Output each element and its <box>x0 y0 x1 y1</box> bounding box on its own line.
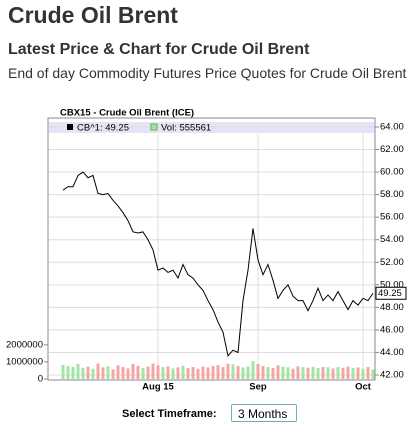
y-tick-label: 48.00 <box>380 302 404 313</box>
y-tick-label: 58.00 <box>380 189 404 200</box>
volume-bar <box>301 367 305 379</box>
volume-bar <box>266 367 270 379</box>
volume-bar <box>91 368 95 379</box>
volume-bar <box>151 363 155 379</box>
volume-bar <box>181 365 185 379</box>
volume-bar <box>296 366 300 379</box>
y-tick-label: 50.00 <box>380 279 404 290</box>
y-tick-label: 42.00 <box>380 370 404 381</box>
volume-bar <box>81 367 85 379</box>
x-tick-label: Aug 15 <box>142 382 174 393</box>
volume-bar <box>346 366 350 379</box>
volume-bar <box>226 363 230 379</box>
volume-bar <box>156 365 160 379</box>
volume-bar <box>106 366 110 379</box>
x-tick-label: Sep <box>249 382 267 393</box>
volume-bar <box>61 364 65 379</box>
volume-bar <box>336 367 340 379</box>
price-line <box>62 171 374 357</box>
volume-bar <box>281 366 285 379</box>
volume-bar <box>116 365 120 379</box>
volume-bar <box>166 366 170 379</box>
volume-bar <box>271 368 275 379</box>
page-subtitle: Latest Price & Chart for Crude Oil Brent <box>8 41 310 58</box>
volume-bar <box>216 364 220 379</box>
volume-bar <box>251 361 255 379</box>
volume-bar <box>361 368 365 379</box>
legend-label: Vol: 555561 <box>161 123 211 134</box>
y-tick-label: 56.00 <box>380 212 404 223</box>
chart-title: CBX15 - Crude Oil Brent (ICE) <box>60 108 194 119</box>
volume-bar <box>206 367 210 379</box>
volume-bar <box>76 363 80 379</box>
page-description: End of day Commodity Futures Price Quote… <box>8 65 407 81</box>
x-tick-label: Oct <box>355 382 372 393</box>
volume-bar <box>351 368 355 379</box>
volume-bar <box>121 367 125 379</box>
page-title: Crude Oil Brent <box>8 2 178 28</box>
volume-bar <box>176 367 180 379</box>
y2-tick-label: 0 <box>38 374 43 385</box>
volume-bar <box>161 367 165 379</box>
volume-bar <box>186 368 190 379</box>
y-tick-label: 54.00 <box>380 234 404 245</box>
plot-frame <box>47 117 376 381</box>
volume-bar <box>291 368 295 379</box>
last-price-box <box>375 286 407 300</box>
volume-bar <box>196 368 200 379</box>
volume-bar <box>311 366 315 379</box>
volume-bar <box>66 366 70 379</box>
volume-bar <box>141 367 145 379</box>
volume-bar <box>96 363 100 379</box>
volume-bar <box>111 369 115 379</box>
volume-bar <box>276 365 280 379</box>
volume-bar <box>321 367 325 379</box>
volume-bar <box>261 366 265 379</box>
volume-bar <box>131 363 135 379</box>
volume-bar <box>316 368 320 379</box>
volume-bar <box>221 367 225 379</box>
volume-bar <box>71 367 75 379</box>
volume-bar <box>246 366 250 379</box>
timeframe-label: Select Timeframe: <box>122 408 217 420</box>
volume-bar <box>326 367 330 379</box>
chart: CBX15 - Crude Oil Brent (ICE) 42.00 44.00… <box>6 108 407 393</box>
legend-swatch <box>67 124 73 130</box>
volume-bar <box>331 368 335 379</box>
volume-bar <box>101 367 105 379</box>
volume-bar <box>241 367 245 379</box>
volume-bar <box>356 367 360 379</box>
volume-bar <box>236 366 240 379</box>
volume-bar <box>86 366 90 379</box>
volume-bar <box>146 366 150 379</box>
volume-bar <box>126 368 130 379</box>
volume-bar <box>341 367 345 379</box>
y-tick-label: 64.00 <box>380 122 404 133</box>
volume-bar <box>256 363 260 379</box>
volume-bar <box>306 367 310 379</box>
y-tick-label: 60.00 <box>380 167 404 178</box>
y-tick-label: 62.00 <box>380 144 404 155</box>
y-tick-label: 44.00 <box>380 347 404 358</box>
y2-tick-label: 1000000 <box>6 356 43 367</box>
y2-tick-label: 2000000 <box>6 339 43 350</box>
timeframe-select[interactable]: 3 Months <box>231 404 297 422</box>
legend-label: CB^1: 49.25 <box>77 123 129 134</box>
volume-bar <box>366 367 370 379</box>
volume-bar <box>136 366 140 379</box>
legend-swatch <box>150 123 158 131</box>
y-tick-label: 52.00 <box>380 257 404 268</box>
y-tick-label: 46.00 <box>380 324 404 335</box>
volume-bar <box>191 367 195 379</box>
volume-bar <box>286 367 290 379</box>
volume-bar <box>211 366 215 379</box>
volume-bar <box>201 366 205 379</box>
last-price-label: 49.25 <box>378 288 402 299</box>
volume-bar <box>371 369 375 379</box>
volume-bar <box>231 364 235 379</box>
volume-bar <box>171 368 175 379</box>
